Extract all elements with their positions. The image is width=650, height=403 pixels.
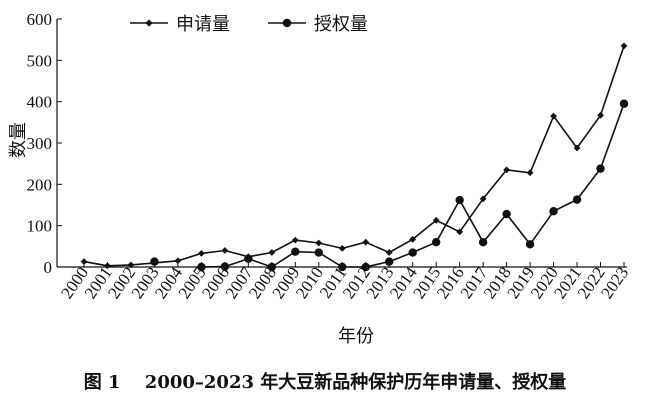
y-axis-title: 数量 — [8, 122, 29, 158]
x-axis-title: 年份 — [338, 326, 374, 347]
legend-item-2: 授权量 — [268, 14, 368, 35]
data-point — [596, 164, 605, 173]
series-line — [83, 45, 625, 267]
data-point — [315, 239, 323, 247]
data-point — [104, 262, 111, 270]
data-point — [550, 112, 557, 120]
data-point — [291, 247, 300, 256]
y-tick-label: 0 — [44, 258, 53, 277]
data-point — [385, 257, 394, 266]
series-2 — [150, 99, 629, 272]
data-point — [80, 258, 88, 266]
figure-caption: 图 1 2000–2023 年大豆新品种保护历年申请量、授权量 — [83, 372, 567, 393]
data-point — [221, 247, 229, 254]
y-tick-label: 500 — [27, 51, 53, 70]
data-point — [456, 228, 464, 236]
data-point — [478, 238, 488, 247]
legend-label: 授权量 — [314, 14, 368, 35]
axes — [56, 19, 627, 268]
legend-label: 申请量 — [176, 14, 230, 35]
data-point — [502, 209, 511, 219]
data-point — [549, 207, 558, 216]
y-tick-label: 100 — [27, 217, 53, 236]
legend-item-1: 申请量 — [130, 14, 230, 35]
data-point — [431, 238, 441, 247]
data-point — [244, 254, 253, 263]
series-1 — [80, 42, 628, 270]
data-point — [526, 169, 534, 177]
data-point — [479, 195, 487, 203]
data-point — [409, 235, 417, 243]
data-point — [268, 249, 276, 256]
data-point — [267, 262, 277, 272]
data-point — [455, 195, 464, 205]
data-point — [338, 262, 347, 272]
y-tick-label: 200 — [27, 175, 53, 194]
data-point — [291, 236, 299, 244]
data-point — [620, 42, 628, 50]
y-ticks: 0 100 200 300 400 500 600 — [27, 10, 62, 277]
data-point — [432, 216, 440, 224]
legend: 申请量 授权量 — [130, 14, 368, 35]
legend-marker — [282, 18, 292, 28]
y-tick-label: 600 — [27, 10, 53, 29]
data-point — [503, 166, 511, 174]
data-point — [573, 144, 581, 152]
data-point — [220, 262, 230, 271]
data-point — [338, 245, 346, 252]
data-point — [597, 111, 604, 119]
data-point — [150, 257, 159, 266]
data-point — [361, 262, 370, 272]
data-point — [174, 257, 182, 265]
data-point — [408, 248, 417, 257]
data-point — [197, 249, 205, 257]
data-point — [197, 262, 206, 272]
data-point — [525, 240, 535, 249]
data-point — [385, 249, 393, 256]
data-point — [314, 248, 323, 257]
series-group — [80, 42, 629, 272]
y-tick-label: 400 — [27, 93, 53, 112]
y-tick-label: 300 — [27, 134, 53, 153]
x-tick-label: 2023 — [597, 263, 632, 302]
data-point — [572, 195, 582, 204]
data-point — [127, 261, 135, 269]
data-point — [619, 99, 629, 108]
legend-marker — [145, 19, 153, 27]
data-point — [362, 238, 370, 246]
